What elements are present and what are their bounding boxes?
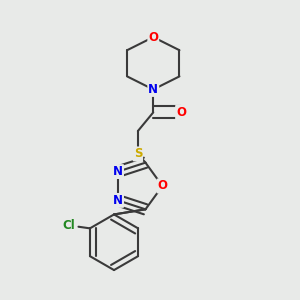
Text: O: O [158, 179, 167, 193]
Text: O: O [148, 31, 158, 44]
Text: N: N [148, 83, 158, 96]
Text: O: O [176, 106, 186, 119]
Text: N: N [113, 165, 123, 178]
Text: N: N [113, 194, 123, 207]
Text: S: S [134, 147, 142, 161]
Text: Cl: Cl [62, 219, 75, 232]
